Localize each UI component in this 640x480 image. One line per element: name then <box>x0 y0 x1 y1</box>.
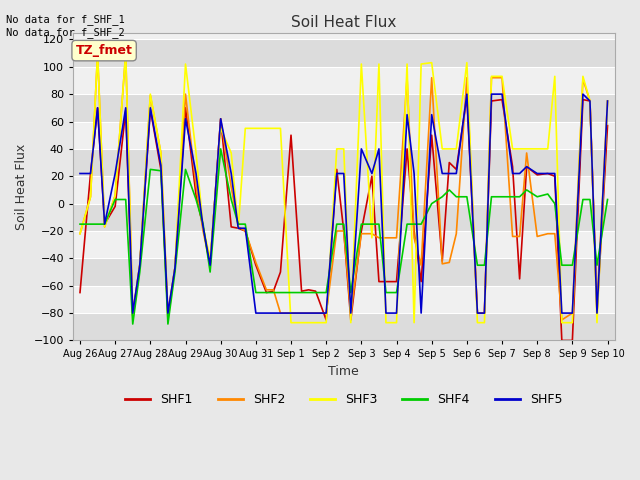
Bar <box>73 67 614 94</box>
Y-axis label: Soil Heat Flux: Soil Heat Flux <box>15 144 28 229</box>
Legend: SHF1, SHF2, SHF3, SHF4, SHF5: SHF1, SHF2, SHF3, SHF4, SHF5 <box>120 388 567 411</box>
Title: Soil Heat Flux: Soil Heat Flux <box>291 15 396 30</box>
Text: No data for f_SHF_1
No data for f_SHF_2: No data for f_SHF_1 No data for f_SHF_2 <box>6 14 125 38</box>
Bar <box>73 313 614 340</box>
Bar <box>73 149 614 176</box>
Bar <box>73 286 614 313</box>
Bar <box>73 39 614 67</box>
Bar <box>73 258 614 286</box>
Bar <box>73 176 614 204</box>
Text: TZ_fmet: TZ_fmet <box>76 44 132 57</box>
Bar <box>73 121 614 149</box>
X-axis label: Time: Time <box>328 365 359 378</box>
Bar <box>73 231 614 258</box>
Bar <box>73 204 614 231</box>
Bar <box>73 94 614 121</box>
